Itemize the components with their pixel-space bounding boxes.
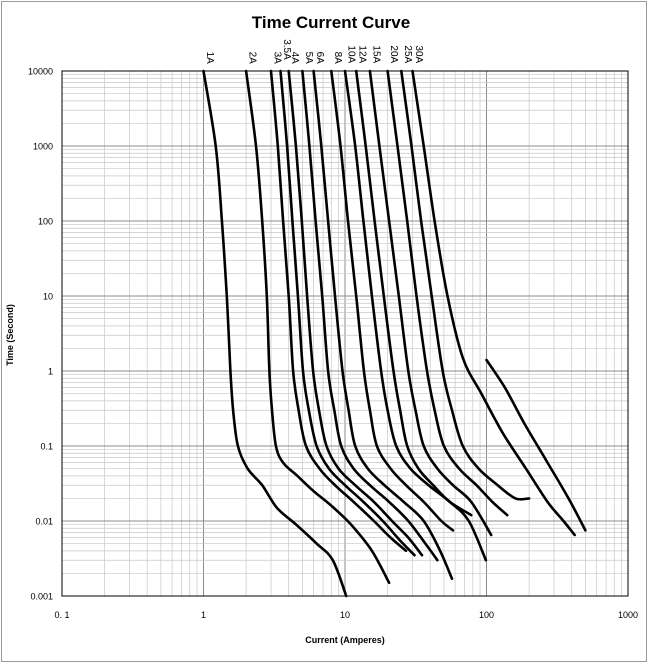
y-tick-label: 1000 bbox=[33, 142, 53, 152]
series-label-2a: 2A bbox=[247, 52, 258, 65]
y-tick-label: 0.001 bbox=[30, 592, 53, 602]
series-label-30a: 30A bbox=[413, 45, 424, 63]
series-label-3-5a: 3.5A bbox=[281, 39, 292, 60]
series-label-12a: 12A bbox=[357, 45, 368, 63]
series-label-8a: 8A bbox=[332, 52, 343, 65]
series-label-5a: 5A bbox=[303, 52, 314, 65]
y-tick-label: 0.01 bbox=[35, 517, 53, 527]
curve-3a bbox=[269, 69, 408, 553]
curve-5a bbox=[301, 69, 439, 562]
curve-6a bbox=[312, 69, 454, 580]
curve-8a bbox=[330, 69, 455, 532]
series-label-20a: 20A bbox=[388, 45, 399, 63]
curve-25a bbox=[400, 69, 531, 501]
y-tick-label: 0.1 bbox=[40, 442, 53, 452]
curve-4a bbox=[287, 69, 424, 557]
x-axis-label: Current (Amperes) bbox=[305, 635, 385, 645]
curves bbox=[202, 69, 587, 598]
x-tick-label: 0. 1 bbox=[54, 610, 69, 620]
x-tick-label: 1000 bbox=[618, 610, 638, 620]
series-label-1a: 1A bbox=[204, 52, 215, 65]
y-tick-label: 100 bbox=[38, 217, 53, 227]
curve-2a bbox=[244, 69, 391, 585]
y-tick-label: 10000 bbox=[28, 67, 53, 77]
x-tick-label: 1 bbox=[201, 610, 206, 620]
series-label-15a: 15A bbox=[370, 45, 381, 63]
y-tick-labels: 10000 1000 100 10 1 0.1 0.01 0.001 bbox=[28, 67, 53, 602]
curve-1a bbox=[202, 69, 348, 598]
series-label-3a: 3A bbox=[272, 52, 283, 65]
x-tick-label: 100 bbox=[479, 610, 494, 620]
curve-20a bbox=[386, 69, 509, 517]
curve-unlabeled bbox=[485, 358, 587, 532]
curve-12a bbox=[354, 69, 473, 517]
x-tick-label: 10 bbox=[340, 610, 350, 620]
y-axis-label: Time (Second) bbox=[5, 304, 15, 366]
curve-15a bbox=[368, 69, 493, 537]
series-label-6a: 6A bbox=[314, 52, 325, 65]
x-tick-labels: 0. 1 1 10 100 1000 bbox=[54, 610, 638, 620]
y-tick-label: 1 bbox=[48, 367, 53, 377]
series-label-10a: 10A bbox=[346, 45, 357, 63]
series-label-25a: 25A bbox=[402, 45, 413, 63]
chart-title: Time Current Curve bbox=[252, 13, 410, 32]
y-tick-label: 10 bbox=[43, 292, 53, 302]
plot-border bbox=[61, 70, 629, 597]
curve-30a bbox=[411, 69, 576, 537]
series-label-4a: 4A bbox=[289, 52, 300, 65]
curve-3-5a bbox=[279, 69, 416, 557]
